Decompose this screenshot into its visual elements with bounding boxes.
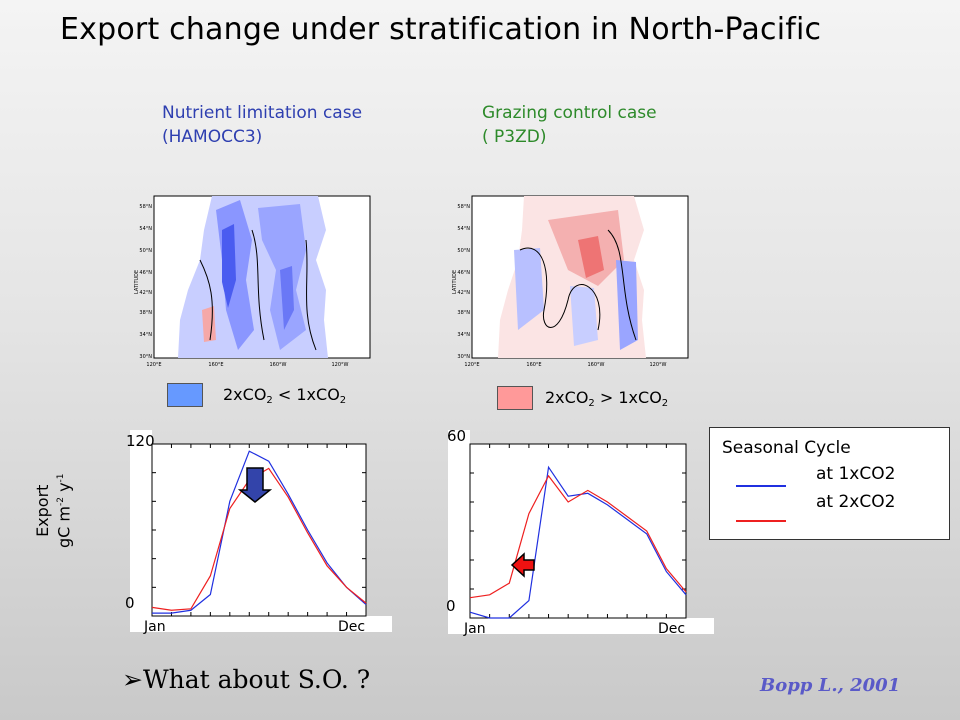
contour-line <box>199 229 317 351</box>
citation: Bopp L., 2001 <box>760 675 901 696</box>
slide-title: Export change under stratification in No… <box>60 12 822 47</box>
red-field-dark <box>578 236 604 278</box>
lat-tick: 42°N <box>139 290 152 296</box>
map-lon-ticks: 120°E 160°E 160°W 120°W <box>146 362 348 368</box>
lat-tick: 54°N <box>457 226 470 232</box>
right-x-tick-dec: Dec <box>658 621 686 637</box>
legend-blue-line <box>736 485 786 487</box>
map-lat-ticks: 58°N 54°N 50°N 46°N 42°N 38°N 34°N 30°N <box>139 204 152 360</box>
lat-tick: 54°N <box>139 226 152 232</box>
lat-tick: 34°N <box>139 332 152 338</box>
lon-tick: 120°E <box>464 362 479 368</box>
left-swatch-label: 2xCO2 < 1xCO2 <box>223 385 347 406</box>
left-swatch <box>167 383 203 407</box>
lat-tick: 50°N <box>457 248 470 254</box>
left-y-tick-zero: 0 <box>125 594 135 612</box>
right-swatch-label: 2xCO2 > 1xCO2 <box>545 388 669 409</box>
blue-field-deep <box>280 266 294 330</box>
lon-tick: 160°E <box>208 362 223 368</box>
lat-tick: 46°N <box>139 270 152 276</box>
series-line-blue <box>152 450 367 614</box>
series-line-blue <box>469 465 687 619</box>
lat-tick: 38°N <box>457 310 470 316</box>
contour-line <box>519 229 637 341</box>
series-line-red <box>469 474 687 599</box>
blue-field <box>570 286 598 346</box>
legend-title: Seasonal Cycle <box>722 438 851 458</box>
legend-blue-label: at 1xCO2 <box>816 464 896 484</box>
lat-tick: 58°N <box>139 204 152 210</box>
left-x-tick-dec: Dec <box>338 619 366 635</box>
legend-red-line <box>736 520 786 522</box>
red-field <box>202 306 216 342</box>
legend-red-label: at 2xCO2 <box>816 492 896 512</box>
y-axis-label: Export gC m-2 y-1 <box>33 473 74 548</box>
lat-tick: 50°N <box>139 248 152 254</box>
p3zd-export-change-map: 58°N 54°N 50°N 46°N 42°N 38°N 34°N 30°N … <box>448 190 696 368</box>
lat-tick: 34°N <box>457 332 470 338</box>
left-y-tick-top: 120 <box>126 432 155 450</box>
down-arrow-icon <box>237 467 273 503</box>
right-x-tick-jan: Jan <box>464 621 486 637</box>
seasonal-cycle-legend: Seasonal Cycle at 1xCO2 at 2xCO2 <box>709 427 950 540</box>
hamocc3-export-change-map: 58°N 54°N 50°N 46°N 42°N 38°N 34°N 30°N … <box>130 190 378 368</box>
lat-tick: 42°N <box>457 290 470 296</box>
lat-tick: 58°N <box>457 204 470 210</box>
map-lat-ticks: 58°N 54°N 50°N 46°N 42°N 38°N 34°N 30°N <box>457 204 470 360</box>
left-seasonal-cycle-chart <box>130 430 392 632</box>
right-seasonal-cycle-chart <box>448 430 714 634</box>
right-chart-panel <box>448 430 714 634</box>
nutrient-limitation-case-label: Nutrient limitation case (HAMOCC3) <box>162 103 363 147</box>
lon-tick: 160°E <box>526 362 541 368</box>
lon-tick: 120°E <box>146 362 161 368</box>
map-lat-title: LATITUDE <box>134 270 140 294</box>
lon-tick: 120°W <box>332 362 349 368</box>
lon-tick: 160°W <box>270 362 287 368</box>
arrow-bullet-icon: ➢ <box>122 665 143 694</box>
lon-tick: 160°W <box>588 362 605 368</box>
right-y-tick-top: 60 <box>447 427 467 445</box>
left-x-tick-jan: Jan <box>144 619 166 635</box>
right-swatch <box>497 386 533 410</box>
grazing-control-case-label: Grazing control case( P3ZD) <box>482 103 657 147</box>
lon-tick: 120°W <box>650 362 667 368</box>
lat-tick: 30°N <box>139 354 152 360</box>
blue-field-deep <box>222 224 236 308</box>
lat-tick: 46°N <box>457 270 470 276</box>
map-lat-title: LATITUDE <box>452 270 458 294</box>
map-lon-ticks: 120°E 160°E 160°W 120°W <box>464 362 666 368</box>
question-bullet: ➢What about S.O. ? <box>122 665 371 694</box>
right-y-tick-zero: 0 <box>446 597 456 615</box>
blue-field <box>514 248 544 330</box>
left-arrow-icon <box>510 552 535 578</box>
lat-tick: 38°N <box>139 310 152 316</box>
lat-tick: 30°N <box>457 354 470 360</box>
left-chart-panel <box>130 430 392 632</box>
